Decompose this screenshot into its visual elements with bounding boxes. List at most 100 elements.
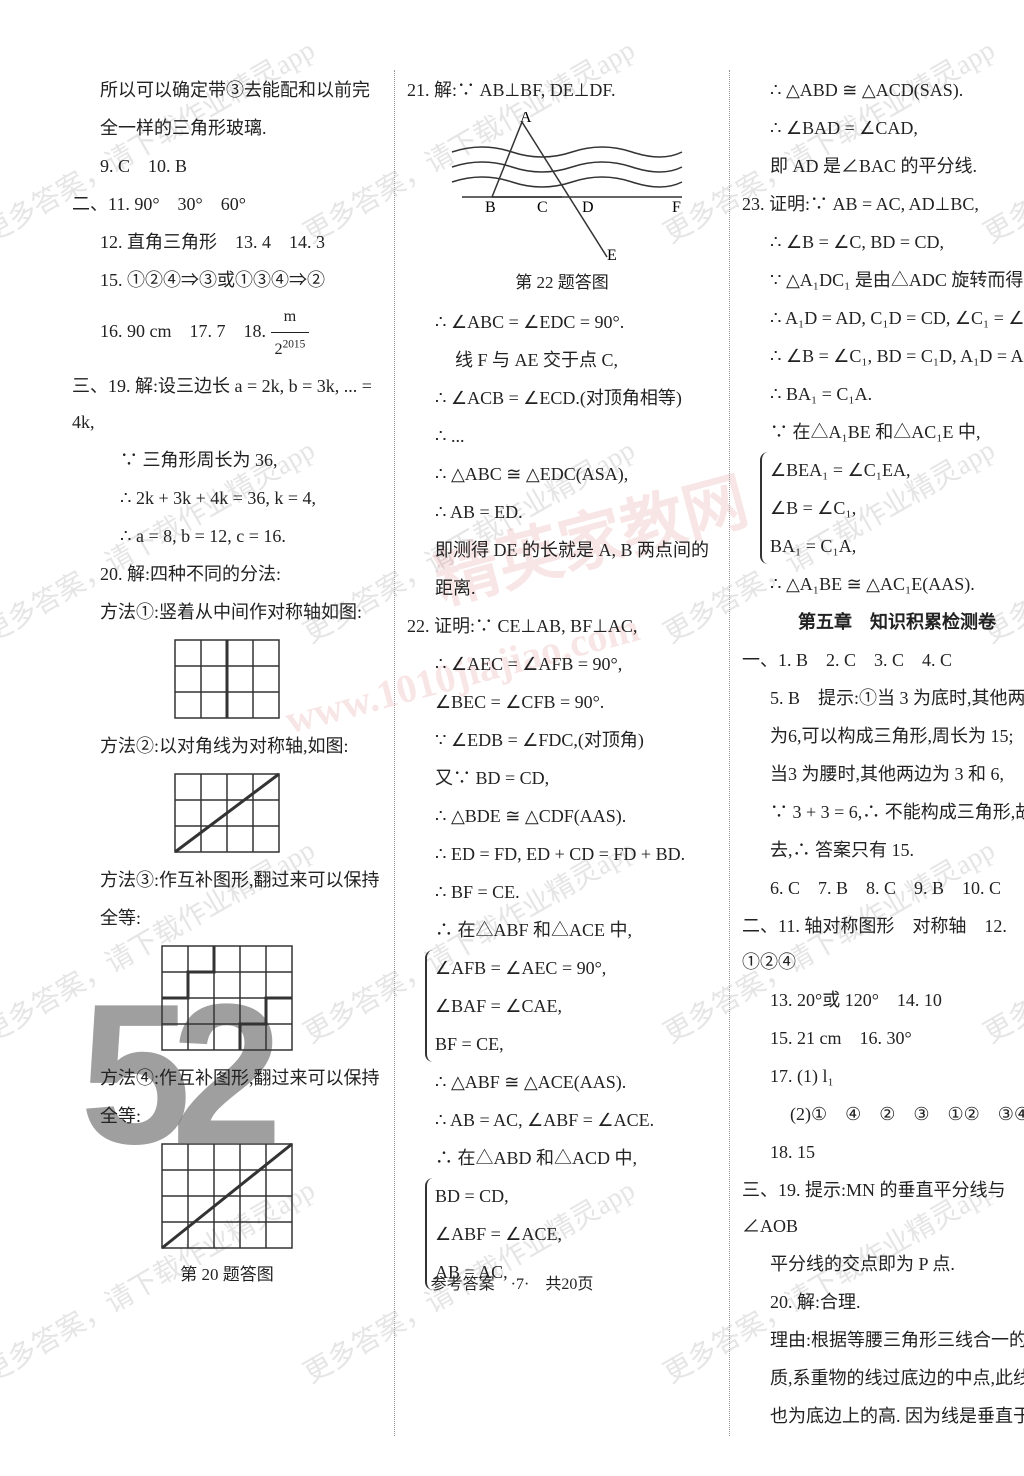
diagram-label-d: D (582, 199, 594, 216)
text-line: ∠BEA₁ = ∠C₁EA, (770, 452, 1024, 488)
brace-group: ∠AFB = ∠AEC = 90°, ∠BAF = ∠CAE, BF = CE, (425, 950, 717, 1062)
text-line: 方法①:竖着从中间作对称轴如图: (72, 594, 382, 630)
grid-figure-4 (160, 1142, 294, 1250)
text-line: 当3 为腰时,其他两边为 3 和 6, (742, 756, 1024, 792)
text-line: ∴ ∠ABC = ∠EDC = 90°. (407, 304, 717, 340)
text-line: 22. 证明:∵ CE⊥AB, BF⊥AC, (407, 608, 717, 644)
column-2: 21. 解:∵ AB⊥BF, DE⊥DF. A B C D F E 第 22 题… (394, 70, 730, 1436)
text-line: ∴ 在△ABD 和△ACD 中, (407, 1140, 717, 1176)
text-line: 又∵ BD = CD, (407, 760, 717, 796)
text-line: ∴ ED = FD, ED + CD = FD + BD. (407, 836, 717, 872)
diagram-label-f: F (672, 199, 681, 216)
text-line: ∴ △A₁BE ≅ △AC₁E(AAS). (742, 566, 1024, 602)
text-line: 15. 21 cm 16. 30° (742, 1020, 1024, 1056)
text-line: ∴ 在△ABF 和△ACE 中, (407, 912, 717, 948)
text-line: ∵ 3 + 3 = 6,∴ 不能构成三角形,故 (742, 794, 1024, 830)
brace-group: ∠BEA₁ = ∠C₁EA, ∠B = ∠C₁, BA₁ = C₁A, (760, 452, 1024, 564)
text-line: 方法④:作互补图形,翻过来可以保持 (72, 1060, 382, 1096)
text-line: ∴ ∠BAD = ∠CAD, (742, 110, 1024, 146)
text-line: 二、11. 轴对称图形 对称轴 12. ①②④ (742, 908, 1024, 980)
text-span: 16. 90 cm 17. 7 18. (100, 321, 271, 341)
grid-figure-2 (173, 772, 281, 854)
text-line: 16. 90 cm 17. 7 18. m 22015 (72, 300, 382, 366)
fraction-numerator: m (271, 300, 310, 333)
text-line: 三、19. 解:设三边长 a = 2k, b = 3k, ... = 4k, (72, 368, 382, 440)
brace-group: BD = CD, ∠ABF = ∠ACE, AB = AC, (425, 1178, 717, 1290)
text-line: ∴ △ABC ≅ △EDC(ASA), (407, 456, 717, 492)
text-line: ∴ △BDE ≅ △CDF(AAS). (407, 798, 717, 834)
text-line: 为6,可以构成三角形,周长为 15; (742, 718, 1024, 754)
diagram-label-b: B (485, 199, 496, 216)
text-line: 20. 解:合理. (742, 1284, 1024, 1320)
text-line: 也为底边上的高. 因为线是垂直于 (742, 1398, 1024, 1434)
text-line: 20. 解:四种不同的分法: (72, 556, 382, 592)
text-line: ∠AFB = ∠AEC = 90°, (435, 950, 717, 986)
text-line: 质,系重物的线过底边的中点,此线 (742, 1360, 1024, 1396)
grid-figure-3 (160, 944, 294, 1052)
text-line: 去,∴ 答案只有 15. (742, 832, 1024, 868)
text-line: 全等: (72, 900, 382, 936)
chapter-title: 第五章 知识积累检测卷 (742, 604, 1024, 640)
text-line: AB = AC, (435, 1254, 717, 1290)
text-line: ∴ ∠B = ∠C₁, BD = C₁D, A₁D = AD (742, 338, 1024, 374)
text-line: ∠BEC = ∠CFB = 90°. (407, 684, 717, 720)
text-line: ∴ ∠ACB = ∠ECD.(对顶角相等) (407, 380, 717, 416)
text-line: 15. ①②④⇒③或①③④⇒② (72, 262, 382, 298)
text-line: 18. 15 (742, 1134, 1024, 1170)
figure-22-diagram: A B C D F E (432, 112, 692, 262)
text-line: BD = CD, (435, 1178, 717, 1214)
diagram-label-a: A (520, 112, 532, 126)
text-line: (2)① ④ ② ③ ①② ③④ (742, 1096, 1024, 1132)
grid-figure-1 (173, 638, 281, 720)
text-line: ∴ △ABF ≅ △ACE(AAS). (407, 1064, 717, 1100)
column-1: 所以可以确定带③去能配和以前完 全一样的三角形玻璃. 9. C 10. B 二、… (60, 70, 394, 1436)
diagram-label-c: C (537, 199, 548, 216)
figure-caption-20: 第 20 题答图 (72, 1258, 382, 1292)
text-line: 5. B 提示:①当 3 为底时,其他两边 (742, 680, 1024, 716)
text-line: 13. 20°或 120° 14. 10 (742, 982, 1024, 1018)
text-line: ∵ △A₁DC₁ 是由△ADC 旋转而得, (742, 262, 1024, 298)
fraction: m 22015 (271, 300, 310, 366)
text-line: ∴ A₁D = AD, C₁D = CD, ∠C₁ = ∠C (742, 300, 1024, 336)
column-3: ∴ △ABD ≅ △ACD(SAS). ∴ ∠BAD = ∠CAD, 即 AD … (730, 70, 1024, 1436)
text-line: ∠BAF = ∠CAE, (435, 988, 717, 1024)
text-line: ∴ AB = AC, ∠ABF = ∠ACE. (407, 1102, 717, 1138)
text-line: 全等: (72, 1098, 382, 1134)
text-line: BA₁ = C₁A, (770, 528, 1024, 564)
text-line: 即测得 DE 的长就是 A, B 两点间的 (407, 532, 717, 568)
text-line: ∠B = ∠C₁, (770, 490, 1024, 526)
text-line: ∴ ∠B = ∠C, BD = CD, (742, 224, 1024, 260)
text-line: ∴ AB = ED. (407, 494, 717, 530)
text-line: 即 AD 是∠BAC 的平分线. (742, 148, 1024, 184)
text-line: 方法②:以对角线为对称轴,如图: (72, 728, 382, 764)
figure-caption-22: 第 22 题答图 (407, 266, 717, 300)
text-line: 9. C 10. B (72, 148, 382, 184)
text-line: 线 F 与 AE 交于点 C, (407, 342, 717, 378)
text-line: ∴ BA₁ = C₁A. (742, 376, 1024, 412)
text-line: BF = CE, (435, 1026, 717, 1062)
text-line: ∴ △ABD ≅ △ACD(SAS). (742, 72, 1024, 108)
text-line: ∵ 在△A₁BE 和△AC₁E 中, (742, 414, 1024, 450)
text-line: 所以可以确定带③去能配和以前完 (72, 72, 382, 108)
diagram-label-e: E (607, 247, 617, 262)
text-line: 12. 直角三角形 13. 4 14. 3 (72, 224, 382, 260)
text-line: ∴ a = 8, b = 12, c = 16. (72, 518, 382, 554)
text-line: 距离. (407, 570, 717, 606)
text-line: 21. 解:∵ AB⊥BF, DE⊥DF. (407, 72, 717, 108)
text-line: 17. (1) l₁ (742, 1058, 1024, 1094)
text-line: 全一样的三角形玻璃. (72, 110, 382, 146)
text-line: 平分线的交点即为 P 点. (742, 1246, 1024, 1282)
text-line: ∵ 三角形周长为 36, (72, 442, 382, 478)
text-line: ∠ABF = ∠ACE, (435, 1216, 717, 1252)
text-line: ∴ BF = CE. (407, 874, 717, 910)
text-line: 三、19. 提示:MN 的垂直平分线与∠AOB (742, 1172, 1024, 1244)
text-line: ∴ 2k + 3k + 4k = 36, k = 4, (72, 480, 382, 516)
text-line: 二、11. 90° 30° 60° (72, 186, 382, 222)
text-line: ∵ ∠EDB = ∠FDC,(对顶角) (407, 722, 717, 758)
text-line: ∴ ∠AEC = ∠AFB = 90°, (407, 646, 717, 682)
text-line: 6. C 7. B 8. C 9. B 10. C (742, 870, 1024, 906)
text-line: 方法③:作互补图形,翻过来可以保持 (72, 862, 382, 898)
text-line: 23. 证明:∵ AB = AC, AD⊥BC, (742, 186, 1024, 222)
text-line: 一、1. B 2. C 3. C 4. C (742, 642, 1024, 678)
text-line: 理由:根据等腰三角形三线合一的性 (742, 1322, 1024, 1358)
